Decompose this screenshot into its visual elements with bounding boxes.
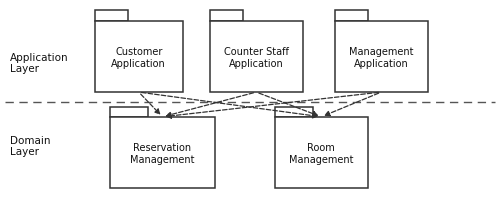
- Polygon shape: [335, 10, 368, 21]
- Polygon shape: [335, 21, 428, 92]
- Text: Reservation
Management: Reservation Management: [130, 143, 195, 165]
- Polygon shape: [275, 107, 312, 117]
- Text: Counter Staff
Application: Counter Staff Application: [224, 47, 288, 69]
- Polygon shape: [95, 10, 128, 21]
- Text: Domain
Layer: Domain Layer: [10, 136, 50, 157]
- Polygon shape: [95, 21, 182, 92]
- Polygon shape: [110, 117, 215, 188]
- Text: Customer
Application: Customer Application: [112, 47, 166, 69]
- Polygon shape: [110, 107, 148, 117]
- Text: Room
Management: Room Management: [289, 143, 354, 165]
- Text: Application
Layer: Application Layer: [10, 52, 68, 74]
- Polygon shape: [275, 117, 368, 188]
- Text: Management
Application: Management Application: [349, 47, 414, 69]
- Polygon shape: [210, 21, 302, 92]
- Polygon shape: [210, 10, 242, 21]
